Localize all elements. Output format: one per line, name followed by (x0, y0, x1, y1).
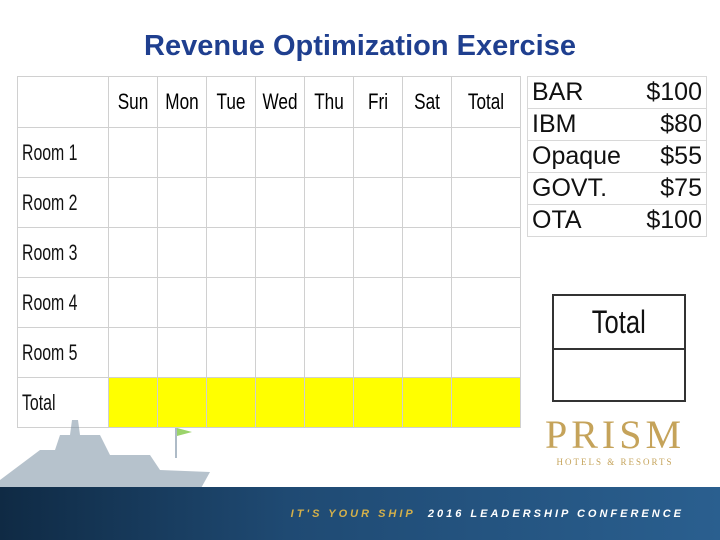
grid-cell[interactable] (402, 327, 452, 378)
grid-cell[interactable] (353, 277, 403, 328)
col-header-mon: Mon (165, 89, 199, 114)
grid-cell[interactable] (304, 227, 354, 278)
grid-cell[interactable] (206, 177, 256, 228)
total-cell[interactable] (255, 377, 305, 428)
grid-cell[interactable] (402, 127, 452, 178)
row-label-room-5: Room 5 (22, 339, 78, 365)
total-cell[interactable] (206, 377, 256, 428)
grid-cell[interactable] (157, 127, 207, 178)
grid-cell[interactable] (304, 177, 354, 228)
logo-word: PRISM (545, 412, 686, 457)
row-label-room-4: Room 4 (22, 289, 78, 315)
col-header-sun: Sun (117, 89, 149, 114)
rate-name: IBM (532, 110, 577, 138)
grand-total-label: Total (591, 303, 647, 340)
rate-name: Opaque (532, 142, 621, 170)
grid-cell[interactable] (255, 277, 305, 328)
grid-cell[interactable] (353, 127, 403, 178)
rate-price: $100 (646, 78, 702, 106)
grid-cell[interactable] (353, 177, 403, 228)
grand-total-box: Total (552, 294, 686, 402)
footer-tag-b: 2016 LEADERSHIP CONFERENCE (427, 508, 684, 520)
grid-header-row: Sun Mon Tue Wed Thu Fri Sat Total (17, 76, 521, 128)
grid-cell[interactable] (402, 277, 452, 328)
footer-tag-a: IT'S YOUR SHIP (290, 508, 416, 520)
total-cell[interactable] (402, 377, 452, 428)
grid-row-room-1: Room 1 (17, 127, 521, 178)
total-cell[interactable] (451, 377, 521, 428)
rate-name: OTA (532, 206, 582, 234)
slide-title: Revenue Optimization Exercise (144, 30, 576, 62)
rate-price: $75 (660, 174, 702, 202)
rate-name: GOVT. (532, 174, 608, 202)
grid-cell[interactable] (157, 177, 207, 228)
grid-cell[interactable] (304, 327, 354, 378)
grid-cell[interactable] (157, 327, 207, 378)
grid-cell[interactable] (206, 327, 256, 378)
row-label-room-2: Room 2 (22, 189, 78, 215)
grid-cell[interactable] (451, 277, 521, 328)
col-header-total: Total (467, 89, 505, 114)
grid-cell[interactable] (108, 177, 158, 228)
grid-cell[interactable] (108, 327, 158, 378)
total-cell[interactable] (304, 377, 354, 428)
grid-cell[interactable] (255, 327, 305, 378)
grid-cell[interactable] (255, 177, 305, 228)
grid-cell[interactable] (304, 277, 354, 328)
total-cell[interactable] (353, 377, 403, 428)
rate-name: BAR (532, 78, 584, 106)
grid-cell[interactable] (108, 277, 158, 328)
grid-cell[interactable] (402, 227, 452, 278)
total-cell[interactable] (157, 377, 207, 428)
revenue-grid: Sun Mon Tue Wed Thu Fri Sat Total Room 1… (17, 76, 521, 428)
rate-row: BAR $100 (527, 76, 707, 109)
grid-cell[interactable] (451, 127, 521, 178)
grid-row-room-3: Room 3 (17, 227, 521, 278)
rate-price: $80 (660, 110, 702, 138)
row-label-total: Total (22, 389, 56, 415)
grid-cell[interactable] (353, 227, 403, 278)
rate-table: BAR $100 IBM $80 Opaque $55 GOVT. $75 OTA $10… (527, 76, 707, 237)
grid-cell[interactable] (108, 127, 158, 178)
grid-cell[interactable] (255, 127, 305, 178)
grid-cell[interactable] (255, 227, 305, 278)
grid-cell[interactable] (206, 277, 256, 328)
grid-cell[interactable] (206, 127, 256, 178)
grid-cell[interactable] (304, 127, 354, 178)
prism-logo: PRISM HOTELS & RESORTS (545, 412, 686, 468)
footer-tagline: IT'S YOUR SHIP 2016 LEADERSHIP CONFERENC… (291, 508, 684, 520)
grand-total-value[interactable] (554, 350, 684, 400)
grid-cell[interactable] (206, 227, 256, 278)
grid-cell[interactable] (451, 177, 521, 228)
rate-price: $100 (646, 206, 702, 234)
grid-cell[interactable] (157, 227, 207, 278)
grid-cell[interactable] (451, 227, 521, 278)
rate-row: GOVT. $75 (527, 172, 707, 205)
grid-row-total: Total (17, 377, 521, 428)
rate-price: $55 (660, 142, 702, 170)
rate-row: IBM $80 (527, 108, 707, 141)
col-header-thu: Thu (314, 89, 344, 114)
row-label-room-3: Room 3 (22, 239, 78, 265)
col-header-sat: Sat (414, 89, 440, 114)
rate-row: Opaque $55 (527, 140, 707, 173)
total-cell[interactable] (108, 377, 158, 428)
col-header-wed: Wed (262, 89, 298, 114)
col-header-fri: Fri (367, 89, 389, 114)
rate-row: OTA $100 (527, 204, 707, 237)
grid-row-room-5: Room 5 (17, 327, 521, 378)
grid-cell[interactable] (108, 227, 158, 278)
grid-cell[interactable] (157, 277, 207, 328)
grid-row-room-2: Room 2 (17, 177, 521, 228)
row-label-room-1: Room 1 (22, 139, 78, 165)
grid-corner (17, 76, 109, 128)
grid-cell[interactable] (353, 327, 403, 378)
grid-row-room-4: Room 4 (17, 277, 521, 328)
footer-banner: IT'S YOUR SHIP 2016 LEADERSHIP CONFERENC… (0, 487, 720, 540)
grid-cell[interactable] (451, 327, 521, 378)
grid-cell[interactable] (402, 177, 452, 228)
ship-icon (0, 420, 210, 495)
logo-subtitle: HOTELS & RESORTS (556, 457, 674, 467)
col-header-tue: Tue (216, 89, 246, 114)
